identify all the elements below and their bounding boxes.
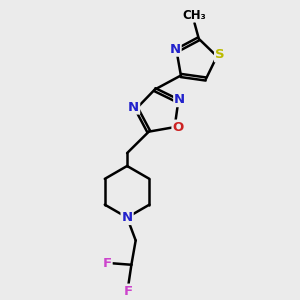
Text: CH₃: CH₃: [183, 8, 206, 22]
Text: N: N: [169, 43, 181, 56]
Text: F: F: [103, 257, 112, 270]
Text: S: S: [215, 48, 225, 62]
Text: F: F: [124, 285, 133, 298]
Text: N: N: [174, 93, 185, 106]
Text: N: N: [128, 100, 139, 113]
Text: N: N: [122, 211, 133, 224]
Text: O: O: [172, 121, 184, 134]
